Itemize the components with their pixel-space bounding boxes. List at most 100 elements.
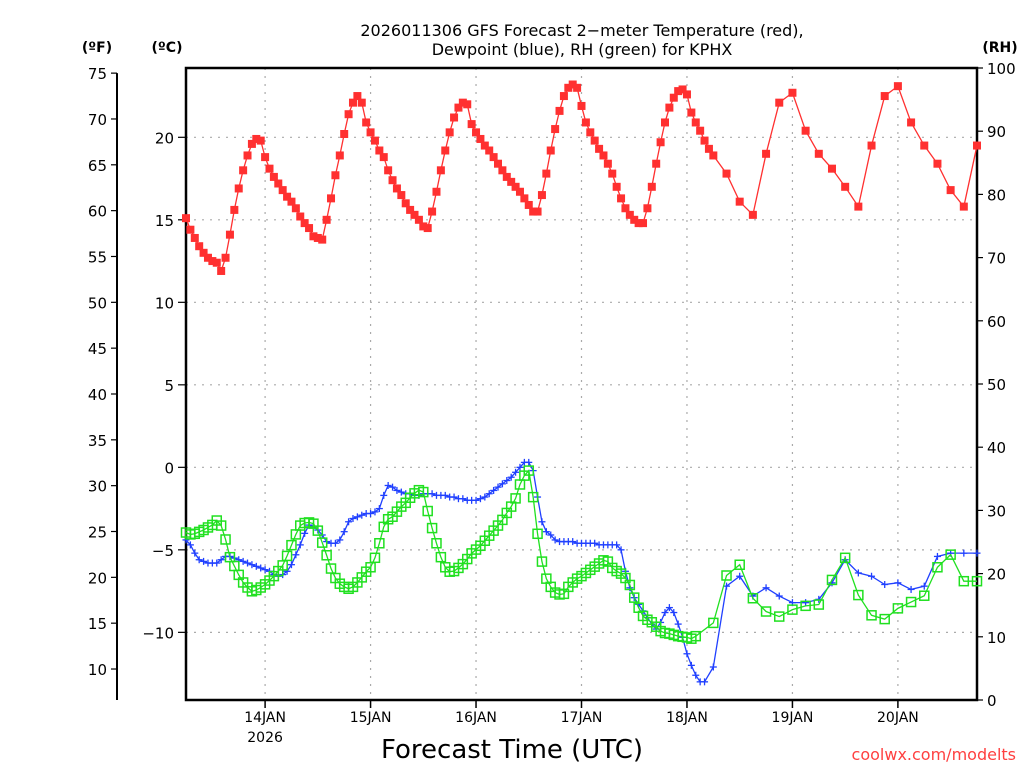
temperature-point bbox=[511, 182, 520, 191]
series-layer bbox=[180, 80, 983, 686]
dewpoint-point bbox=[261, 566, 269, 574]
dewpoint-point bbox=[186, 541, 194, 549]
celsius-tick-label: 10 bbox=[155, 294, 174, 312]
temperature-point bbox=[243, 151, 252, 160]
temperature-point bbox=[551, 125, 560, 134]
rh-point bbox=[536, 556, 548, 567]
temperature-point bbox=[230, 205, 239, 214]
rh-point bbox=[892, 603, 904, 614]
dewpoint-point bbox=[248, 561, 256, 569]
temperature-point bbox=[762, 149, 771, 158]
temperature-point bbox=[814, 149, 823, 158]
temperature-point bbox=[362, 118, 371, 127]
temperature-point bbox=[379, 153, 388, 162]
dewpoint-point bbox=[459, 495, 467, 503]
dewpoint-point bbox=[481, 493, 489, 501]
temperature-point bbox=[309, 232, 318, 241]
rh-point bbox=[624, 579, 636, 591]
temperature-point bbox=[182, 214, 190, 223]
fahrenheit-tick-label: 50 bbox=[88, 294, 107, 312]
rh-tick-label: 100 bbox=[987, 60, 1016, 78]
temperature-point bbox=[203, 253, 212, 262]
dewpoint-point bbox=[933, 552, 941, 560]
temperature-point bbox=[348, 98, 357, 107]
dewpoint-point bbox=[569, 538, 577, 546]
rh-point bbox=[879, 613, 890, 625]
temperature-point bbox=[318, 235, 327, 244]
temperature-point bbox=[581, 118, 590, 127]
dewpoint-point bbox=[498, 480, 506, 488]
plot-frame bbox=[184, 66, 979, 702]
celsius-tick-label: −10 bbox=[142, 624, 174, 642]
dewpoint-point bbox=[701, 678, 709, 686]
rh-point bbox=[220, 534, 231, 545]
rh-point bbox=[510, 493, 521, 504]
rh-point bbox=[774, 611, 785, 622]
temperature-point bbox=[370, 136, 379, 145]
temperature-point bbox=[599, 151, 608, 160]
dewpoint-point bbox=[490, 486, 498, 494]
fahrenheit-tick-label: 25 bbox=[88, 524, 107, 542]
temperature-point bbox=[691, 118, 700, 127]
fahrenheit-tick-label: 20 bbox=[88, 569, 107, 587]
chart-title-line1: 2026011306 GFS Forecast 2−meter Temperat… bbox=[360, 21, 803, 40]
temperature-point bbox=[217, 266, 226, 275]
temperature-point bbox=[841, 182, 850, 191]
rh-tick-label: 30 bbox=[987, 502, 1006, 520]
dewpoint-point bbox=[292, 551, 300, 559]
dewpoint-point bbox=[661, 609, 669, 617]
dewpoint-point bbox=[349, 514, 357, 522]
temperature-point bbox=[278, 186, 287, 195]
dewpoint-point bbox=[239, 557, 247, 565]
temperature-point bbox=[186, 225, 195, 234]
temperature-point bbox=[221, 253, 230, 262]
rh-tick-label: 80 bbox=[987, 186, 1006, 204]
temperature-point bbox=[252, 134, 261, 143]
rh-tick-label: 60 bbox=[987, 313, 1006, 331]
rh-point bbox=[866, 610, 877, 621]
temperature-point bbox=[630, 215, 639, 224]
temperature-point bbox=[542, 169, 551, 178]
fahrenheit-tick-label: 30 bbox=[88, 478, 107, 496]
temperature-point bbox=[300, 219, 309, 228]
temperature-point bbox=[291, 204, 300, 213]
temperature-point bbox=[647, 182, 656, 191]
rh-point bbox=[905, 596, 917, 608]
fahrenheit-tick-label: 45 bbox=[88, 340, 107, 358]
celsius-tick-label: −5 bbox=[152, 542, 174, 560]
temperature-point bbox=[498, 166, 507, 175]
temperature-point bbox=[239, 166, 248, 175]
dewpoint-point bbox=[674, 620, 682, 628]
temperature-point bbox=[546, 146, 555, 155]
temperature-point bbox=[287, 197, 296, 206]
rh-point bbox=[971, 575, 983, 587]
temperature-point bbox=[625, 210, 634, 219]
temperature-point bbox=[529, 207, 538, 216]
temperature-point bbox=[419, 222, 428, 231]
celsius-axis-label: (ºC) bbox=[152, 40, 183, 56]
dewpoint-point bbox=[358, 511, 366, 519]
temperature-point bbox=[353, 92, 362, 101]
dewpoint-point bbox=[340, 528, 348, 536]
x-tick-label: 14JAN bbox=[244, 710, 286, 726]
dewpoint-point bbox=[472, 496, 480, 504]
temperature-point bbox=[595, 144, 604, 153]
rh-point bbox=[426, 522, 438, 534]
temperature-point bbox=[269, 172, 278, 181]
temperature-point bbox=[643, 204, 652, 213]
rh-point bbox=[708, 617, 719, 629]
temperature-point bbox=[472, 128, 481, 137]
fahrenheit-tick-label: 70 bbox=[88, 111, 107, 129]
dewpoint-point bbox=[494, 483, 502, 491]
temperature-point bbox=[344, 110, 353, 119]
temperature-point bbox=[507, 177, 516, 186]
dewpoint-point bbox=[244, 559, 252, 567]
dewpoint-point bbox=[336, 536, 344, 544]
rh-point bbox=[422, 505, 433, 517]
temperature-point bbox=[357, 98, 366, 107]
temperature-point bbox=[788, 88, 797, 97]
dewpoint-point bbox=[296, 541, 304, 549]
temperature-point bbox=[463, 100, 472, 109]
temperature-point bbox=[212, 258, 221, 267]
